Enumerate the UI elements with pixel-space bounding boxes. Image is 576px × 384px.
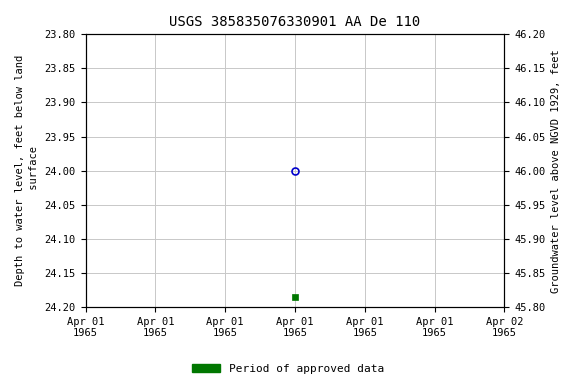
Y-axis label: Depth to water level, feet below land
 surface: Depth to water level, feet below land su…	[15, 55, 39, 286]
Legend: Period of approved data: Period of approved data	[188, 359, 388, 379]
Y-axis label: Groundwater level above NGVD 1929, feet: Groundwater level above NGVD 1929, feet	[551, 49, 561, 293]
Title: USGS 385835076330901 AA De 110: USGS 385835076330901 AA De 110	[169, 15, 420, 29]
